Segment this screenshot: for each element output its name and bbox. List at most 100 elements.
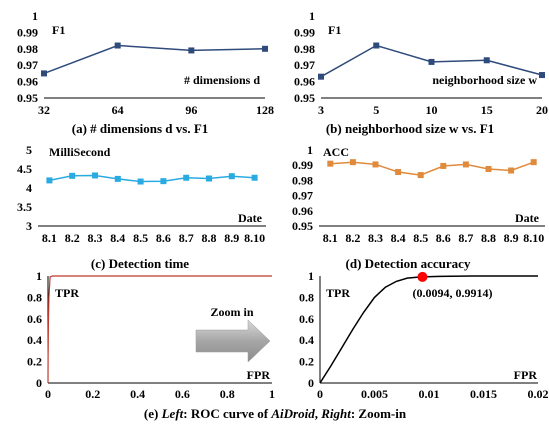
y-axis-label: TPR (326, 286, 350, 300)
x-tick-label: 8.8 (481, 231, 496, 245)
y-tick-label: 1 (309, 9, 315, 23)
x-tick-label: 8.2 (345, 231, 360, 245)
data-point (228, 173, 235, 180)
x-tick-label: 8.1 (42, 231, 57, 245)
x-tick-label: 8.7 (458, 231, 473, 245)
x-tick-label: 8.8 (202, 231, 217, 245)
data-point (349, 159, 356, 166)
data-point (417, 172, 424, 179)
chart-detection-time: 5 4.5 4 3.5 3 8.1 8.2 8.3 8.4 8.5 8.6 8.7 8.8 8.9 8.10… (17, 143, 266, 245)
x-tick-label: 64 (112, 103, 124, 117)
caption-a: (a) # dimensions d vs. F1 (72, 121, 209, 136)
series-line (43, 44, 266, 75)
y-tick-label: 0.8 (27, 290, 42, 304)
y-tick-label: 0.99 (292, 158, 313, 172)
x-tick-label: 8.6 (156, 231, 171, 245)
y-tick-label: 1 (307, 143, 313, 157)
x-tick-label: 0 (45, 387, 51, 401)
data-point (395, 169, 402, 176)
x-tick-label: 0.005 (361, 387, 388, 401)
series-line (49, 174, 255, 183)
y-tick-label: 0.98 (17, 42, 38, 56)
series-line (330, 161, 534, 176)
y-tick-label: 0.8 (299, 290, 314, 304)
y-tick-label: 1 (36, 269, 42, 283)
y-tick-label: 0.99 (17, 25, 38, 39)
x-tick-label: 0.02 (528, 387, 549, 401)
data-point (428, 58, 435, 65)
x-tick-label: 0.2 (85, 387, 100, 401)
data-point (46, 177, 53, 184)
chart-detection-accuracy: 10.990.98 0.970.960.95 8.1 8.2 8.3 8.4 8.5 8.6 8… (292, 143, 545, 245)
x-tick-label: 8.1 (323, 231, 338, 245)
x-tick-label: 0.01 (419, 387, 440, 401)
x-tick-label: 32 (38, 103, 50, 117)
y-tick-label: 0.6 (27, 312, 42, 326)
y-tick-label: 0 (36, 376, 42, 390)
data-point (262, 45, 268, 52)
y-tick-label: 0.2 (27, 355, 42, 369)
data-point (41, 70, 47, 77)
y-axis-label: F1 (52, 23, 65, 37)
x-axis-label: Date (238, 211, 263, 225)
chart-roc-zoom-in: 0 0.005 0.01 0.015 0.02 1 0.8 0.6 0.4 0.2 0 TPR FPR (… (299, 269, 549, 401)
zoom-arrow: Zoom in (195, 305, 271, 363)
y-tick-label: 0.97 (292, 189, 313, 203)
x-tick-label: 8.10 (244, 231, 265, 245)
data-point (508, 167, 515, 174)
x-axis-label: FPR (514, 368, 538, 382)
y-tick-label: 4 (26, 181, 32, 195)
highlight-point (417, 271, 428, 282)
x-axis-label: neighborhood size w (432, 73, 537, 87)
y-tick-label: 1 (308, 269, 314, 283)
y-axis-label: MilliSecond (49, 145, 111, 159)
data-point (485, 166, 492, 172)
data-point (372, 161, 379, 168)
y-tick-label: 0 (308, 376, 314, 390)
x-tick-label: 5 (373, 103, 379, 117)
data-point (440, 162, 447, 169)
x-tick-label: 8.9 (224, 231, 239, 245)
data-point (327, 160, 334, 167)
y-tick-label: 0.4 (299, 333, 314, 347)
data-point (137, 178, 144, 185)
x-tick-label: 8.3 (368, 231, 383, 245)
data-point (539, 72, 545, 79)
x-tick-label: 8.5 (413, 231, 428, 245)
data-point (462, 161, 469, 168)
y-tick-label: 0.6 (299, 312, 314, 326)
y-axis-label: TPR (55, 286, 79, 300)
data-point (183, 174, 190, 181)
caption-e: (e) Left: ROC curve of AiDroid, Right: Z… (144, 406, 407, 421)
data-point (114, 175, 121, 182)
data-point (160, 178, 167, 185)
x-tick-label: 8.5 (133, 231, 148, 245)
x-axis-label: Date (515, 211, 540, 225)
caption-d: (d) Detection accuracy (346, 256, 471, 271)
x-tick-label: 3 (318, 103, 324, 117)
chart-neighborhood-vs-f1: 1 0.99 0.98 0.97 0.96 0.953 5 10 15 20 F1 neighborh… (294, 9, 548, 117)
chart-roc-curve: 0 0.2 0.4 0.6 0.8 1 1 0.8 0.6 0.4 0.2 0 TPR FPR (27, 269, 275, 401)
caption-e-right-word: Right (320, 406, 351, 421)
data-point (373, 42, 380, 49)
x-tick-label: 8.2 (65, 231, 80, 245)
x-tick-label: 8.7 (179, 231, 194, 245)
y-tick-label: 4.5 (17, 162, 32, 176)
y-tick-label: 3.5 (17, 200, 32, 214)
data-point (530, 159, 537, 166)
y-tick-label: 0.98 (292, 173, 313, 187)
data-point (92, 172, 98, 179)
y-tick-label: 0.95 (292, 219, 313, 233)
y-tick-label: 0.95 (17, 91, 38, 105)
y-axis-label: F1 (328, 23, 341, 37)
y-tick-label: 1 (32, 9, 38, 23)
data-point (206, 175, 212, 182)
x-tick-label: 0.8 (220, 387, 235, 401)
x-tick-label: 0 (317, 387, 323, 401)
y-tick-label: 0.4 (27, 333, 42, 347)
x-tick-label: 0.6 (175, 387, 190, 401)
data-point (483, 57, 490, 64)
data-point (69, 172, 76, 179)
data-point (114, 42, 121, 49)
